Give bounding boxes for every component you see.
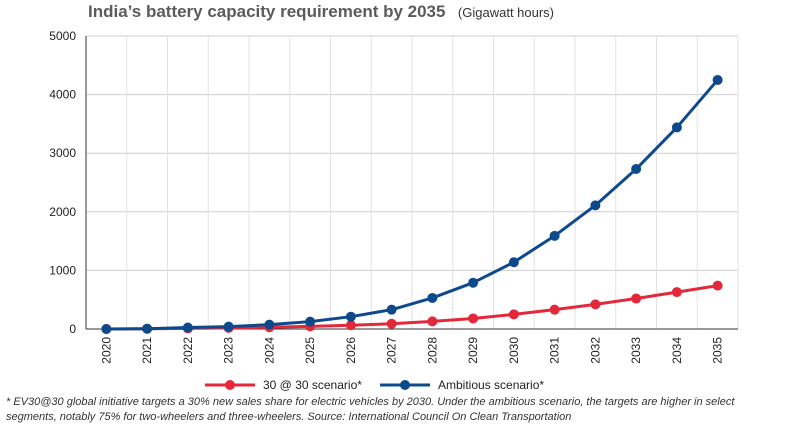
y-tick-label: 2000 [49,205,76,219]
data-point-series-1 [305,316,316,327]
data-point-series-1 [468,277,479,288]
x-tick-label: 2024 [262,337,276,364]
data-point-series-0 [712,280,723,291]
y-tick-label: 4000 [49,88,76,102]
footnote: * EV30@30 global initiative targets a 30… [6,396,735,423]
data-point-series-0 [427,316,438,327]
x-tick-label: 2035 [711,337,725,364]
data-point-series-1 [264,319,275,330]
data-point-series-1 [182,322,193,333]
y-tick-label: 3000 [49,146,76,160]
data-point-series-1 [345,311,356,322]
chart-title-row: India’s battery capacity requirement by … [88,2,554,22]
legend-marker-1 [400,380,410,390]
x-tick-label: 2027 [385,337,399,364]
data-point-series-0 [631,293,642,304]
line-chart: 0 1000 2000 3000 4000 5000 2020 2021 2022 2023 202… [49,29,739,392]
x-tick-label: 2028 [425,337,439,364]
legend-marker-0 [225,380,235,390]
x-tick-label: 2021 [140,337,154,364]
data-point-series-0 [345,320,356,331]
x-tick-label: 2030 [507,337,521,364]
data-point-series-0 [549,304,560,315]
x-tick-label: 2025 [303,337,317,364]
data-point-series-1 [590,200,601,211]
data-point-series-1 [142,323,153,334]
data-point-series-1 [508,257,519,268]
series-line-1 [106,78,719,331]
x-tick-label: 2026 [344,337,358,364]
y-tick-label: 1000 [49,263,76,277]
x-tick-label: 2033 [629,337,643,364]
legend-label-1: Ambitious scenario* [438,378,544,392]
x-tick-label: 2029 [466,337,480,364]
x-tick-label: 2022 [181,337,195,364]
data-point-series-1 [386,304,397,315]
x-tick-label: 2034 [670,337,684,364]
y-tick-label: 5000 [49,29,76,43]
data-point-series-1 [712,74,723,85]
chart-unit-label: (Gigawatt hours) [457,5,555,20]
data-point-series-1 [631,164,642,175]
data-point-series-0 [468,313,479,324]
data-point-series-1 [427,292,438,303]
data-point-series-0 [386,318,397,329]
data-point-series-1 [549,230,560,241]
chart-title: India’s battery capacity requirement by … [88,2,446,21]
data-point-series-0 [508,309,519,320]
x-tick-label: 2031 [548,337,562,364]
data-point-series-0 [671,287,682,298]
data-point-series-1 [101,324,112,334]
x-tick-label: 2032 [588,337,602,364]
data-point-series-1 [223,321,234,332]
x-tick-label: 2023 [222,337,236,364]
y-tick-label: 0 [69,322,76,336]
data-point-series-0 [590,299,601,310]
x-tick-label: 2020 [99,337,113,364]
data-point-series-1 [671,122,682,133]
legend-label-0: 30 @ 30 scenario* [263,378,362,392]
